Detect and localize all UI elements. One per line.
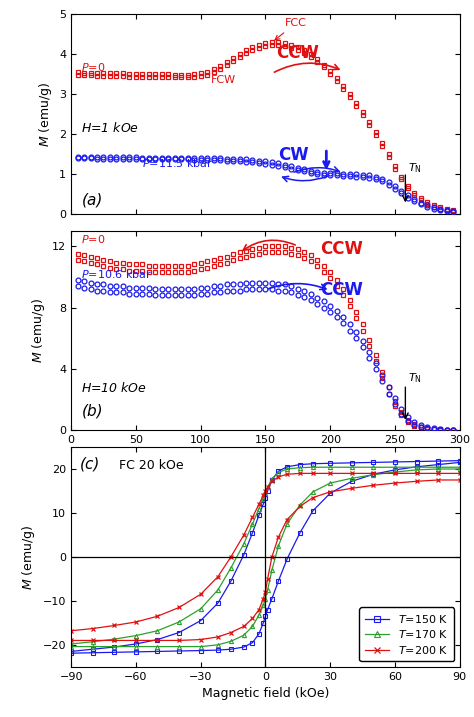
Y-axis label: $M$ (emu/g): $M$ (emu/g) xyxy=(20,524,37,589)
Y-axis label: $M$ (emu/g): $M$ (emu/g) xyxy=(36,82,54,147)
Text: (c): (c) xyxy=(80,457,100,472)
Text: (a): (a) xyxy=(82,192,103,207)
Legend: $T$=150 K, $T$=170 K, $T$=200 K: $T$=150 K, $T$=170 K, $T$=200 K xyxy=(359,607,454,661)
Text: $P$=10.6 kbar: $P$=10.6 kbar xyxy=(82,268,153,280)
Text: $P$=11.5 kbar: $P$=11.5 kbar xyxy=(142,157,214,169)
Text: $T_\mathrm{N}$: $T_\mathrm{N}$ xyxy=(408,371,422,385)
Text: $H$=1 kOe: $H$=1 kOe xyxy=(82,121,139,136)
Text: $H$=10 kOe: $H$=10 kOe xyxy=(82,381,147,395)
Text: $P$=0: $P$=0 xyxy=(82,61,106,73)
Text: $P$=0: $P$=0 xyxy=(82,233,106,245)
Text: FCW: FCW xyxy=(211,75,236,85)
Text: CW: CW xyxy=(278,146,309,164)
Text: CCW: CCW xyxy=(320,239,363,257)
Text: CCW: CCW xyxy=(320,281,363,299)
Text: $T_\mathrm{N}$: $T_\mathrm{N}$ xyxy=(408,161,422,175)
Text: (b): (b) xyxy=(82,403,103,418)
Y-axis label: $M$ (emu/g): $M$ (emu/g) xyxy=(29,298,46,364)
X-axis label: Temperature (K): Temperature (K) xyxy=(215,451,316,464)
Text: FCC: FCC xyxy=(275,19,307,40)
Text: CCW: CCW xyxy=(276,44,319,62)
X-axis label: Magnetic field (kOe): Magnetic field (kOe) xyxy=(202,687,329,701)
Text: FC 20 kOe: FC 20 kOe xyxy=(118,459,183,472)
